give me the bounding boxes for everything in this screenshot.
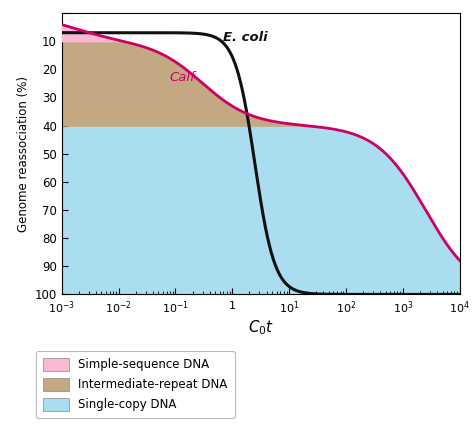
Text: Calf: Calf [170,71,195,84]
Y-axis label: Genome reassociation (%): Genome reassociation (%) [18,76,30,232]
Legend: Simple-sequence DNA, Intermediate-repeat DNA, Single-copy DNA: Simple-sequence DNA, Intermediate-repeat… [36,351,235,418]
Text: E. coli: E. coli [223,31,268,44]
X-axis label: $C_0t$: $C_0t$ [247,319,274,337]
